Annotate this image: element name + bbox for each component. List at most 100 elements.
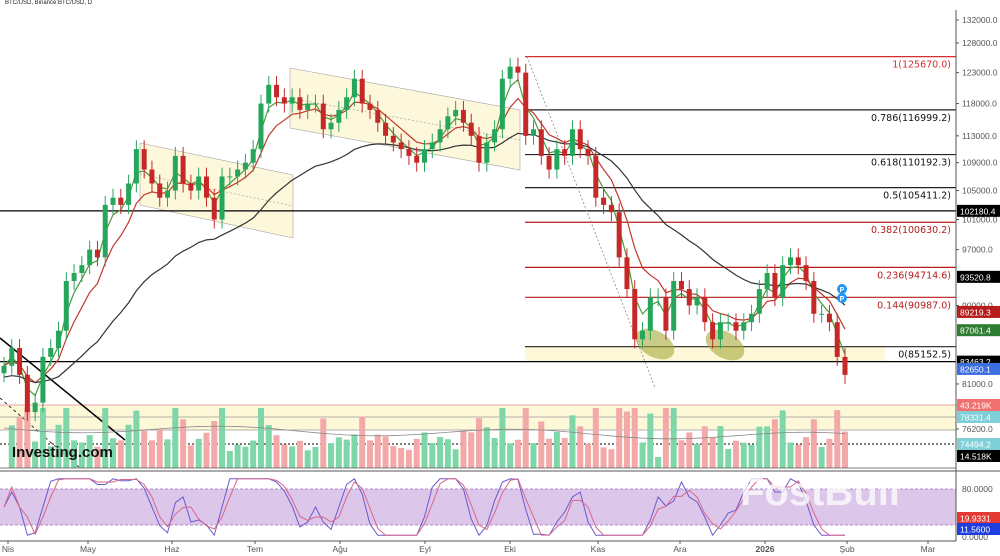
candle [811, 272, 817, 323]
volume-bar [382, 436, 389, 468]
volume-bar [71, 440, 78, 468]
volume-bar [600, 447, 607, 468]
volume-bar [343, 439, 350, 468]
volume-bar [647, 413, 654, 468]
volume-bar [561, 437, 568, 468]
candle [710, 313, 716, 349]
price-badge [957, 512, 1000, 524]
price-tick-label: 90000.0 [962, 300, 993, 310]
candle [328, 113, 334, 139]
candle [624, 248, 630, 299]
candle [336, 101, 342, 132]
volume-bar [16, 417, 23, 468]
candle [663, 288, 669, 340]
fostbull-watermark: FostBull [740, 470, 900, 514]
candle-body [383, 122, 389, 136]
price-badge-label: 87061.4 [960, 326, 991, 336]
candle-body [172, 155, 178, 191]
alert-marker-icon [837, 284, 847, 294]
candle-body [9, 348, 15, 366]
volume-bar [826, 438, 833, 468]
fib-label: 0.5(105411.2) [883, 191, 951, 202]
candle [344, 88, 350, 119]
volume-bar [476, 418, 483, 468]
candle-body [297, 97, 303, 110]
price-badge-label: 74494.2 [960, 440, 991, 450]
volume-bar [553, 432, 560, 468]
candle-body [242, 162, 248, 170]
volume-bar [117, 440, 124, 468]
volume-bar [538, 421, 545, 468]
candle [320, 94, 326, 139]
candle-body [141, 149, 147, 170]
candle [593, 146, 599, 207]
candle-body [499, 78, 505, 130]
volume-bar [608, 449, 615, 468]
candle [780, 256, 786, 307]
candle-body [624, 257, 630, 290]
candle [795, 248, 801, 275]
stoch-d-line [3, 478, 845, 536]
fib-label: 0.144(90987.0) [877, 300, 951, 311]
price-tick-label: 118000.0 [962, 99, 997, 109]
candle [32, 393, 38, 422]
volume-ma-line [3, 425, 846, 440]
volume-bar [281, 444, 288, 468]
candle [390, 126, 396, 152]
volume-bar [499, 408, 506, 468]
volume-bar [834, 410, 841, 468]
candle-body [460, 109, 466, 123]
candle-body [515, 66, 521, 73]
volume-bar [335, 437, 342, 468]
candle [289, 88, 295, 113]
candle [351, 69, 357, 107]
candle [9, 339, 15, 375]
volume-bar [771, 419, 778, 468]
candle [484, 133, 490, 172]
channel-2-mid [289, 97, 521, 141]
volume-bar [842, 431, 848, 468]
volume-bar [546, 438, 553, 468]
candle-body [149, 169, 155, 184]
candle [406, 140, 412, 165]
candle [678, 272, 684, 299]
volume-bar [296, 440, 303, 468]
volume-bar [413, 438, 420, 468]
volume-bar [257, 408, 264, 468]
candle [523, 63, 529, 145]
volume-bar [444, 439, 451, 468]
candle [87, 240, 93, 275]
candle-body [24, 374, 30, 413]
volume-bar [110, 438, 117, 468]
candle-body [453, 109, 459, 117]
price-tick-label: 113000.0 [962, 131, 997, 141]
volume-bar [94, 446, 101, 468]
candle [71, 264, 77, 291]
volume-bar [172, 408, 179, 468]
time-tick-label: Ara [673, 544, 687, 554]
candle-body [429, 142, 435, 150]
volume-bar [328, 443, 335, 468]
candle-body [305, 103, 311, 110]
candle-body [336, 109, 342, 123]
volume-bar [803, 437, 810, 468]
volume-bar [639, 442, 646, 468]
candle-body [702, 297, 708, 323]
volume-bar [756, 426, 763, 468]
highlight-ellipse [635, 328, 675, 360]
candle-body [803, 265, 809, 282]
volume-bar [234, 444, 241, 468]
candle [196, 167, 202, 200]
candle-body [772, 273, 778, 298]
volume-bar [810, 419, 817, 468]
price-tick-label: 101000.0 [962, 215, 998, 225]
candle [211, 188, 217, 229]
time-tick-label: Şub [839, 544, 854, 554]
candle-body [250, 149, 256, 163]
candle-body [562, 149, 568, 156]
volume-bar [148, 440, 155, 468]
candle [258, 94, 264, 159]
alert-marker-icon-glyph: P [840, 296, 845, 303]
volume-bar [219, 408, 226, 468]
